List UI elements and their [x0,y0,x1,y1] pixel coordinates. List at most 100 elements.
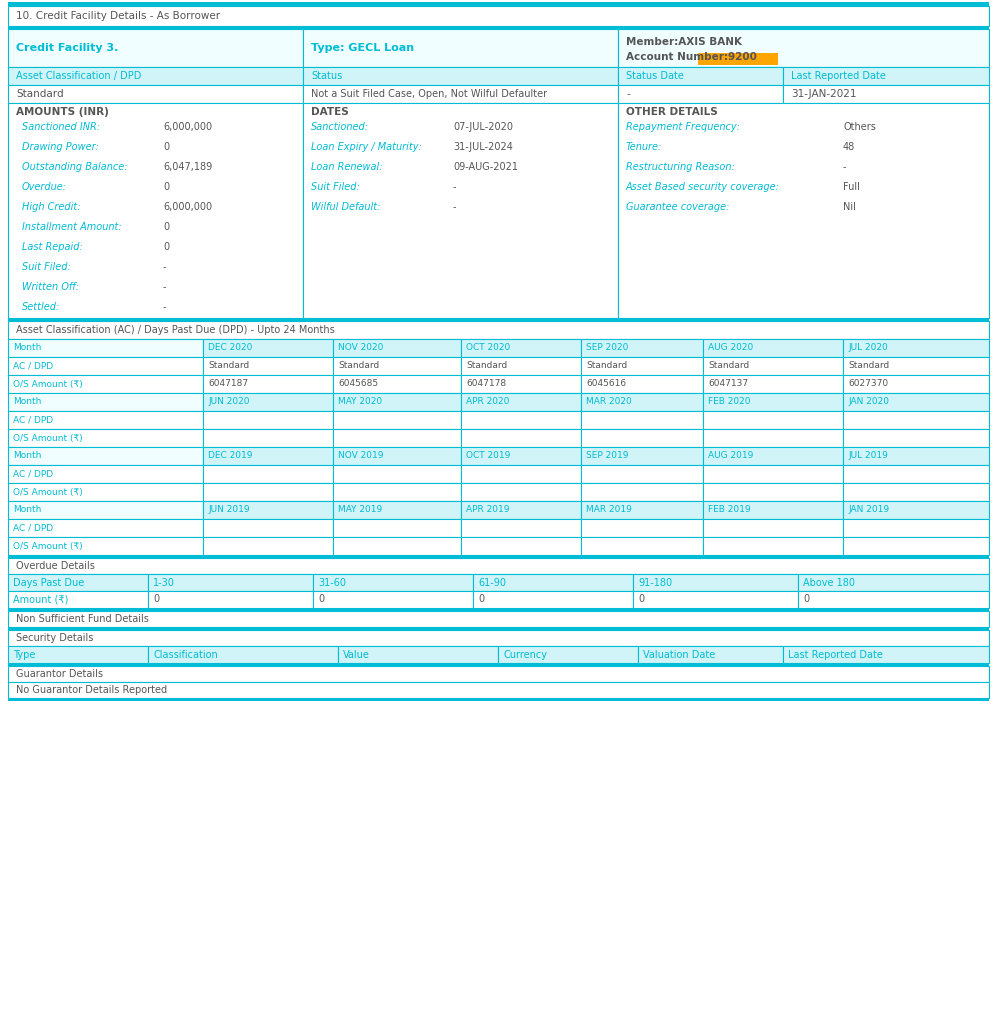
Bar [203,411,333,429]
Bar [8,519,203,537]
Bar [461,339,581,357]
Text: JAN 2019: JAN 2019 [848,506,889,514]
Bar [8,393,203,411]
Text: APR 2020: APR 2020 [466,397,509,407]
Bar [203,393,333,411]
Bar [581,375,703,393]
Text: NOV 2020: NOV 2020 [338,343,384,352]
Bar [581,465,703,483]
Bar [203,339,333,357]
Bar [333,501,461,519]
Bar [8,318,989,321]
Bar [8,321,989,339]
Bar [618,85,783,103]
Bar [633,591,798,608]
Text: MAR 2020: MAR 2020 [586,397,632,407]
Bar [461,465,581,483]
Bar [581,447,703,465]
Text: AC / DPD: AC / DPD [13,416,53,425]
Bar [843,465,989,483]
Text: Tenure:: Tenure: [626,142,662,152]
Text: 0: 0 [803,595,810,604]
Bar [203,375,333,393]
Text: Standard: Standard [338,361,379,371]
Bar [703,357,843,375]
Bar [333,429,461,447]
Bar [461,393,581,411]
Bar [581,501,703,519]
Text: Month: Month [13,343,41,352]
Bar [148,646,338,663]
Bar [698,53,778,65]
Bar [303,103,618,318]
Text: Loan Expiry / Maturity:: Loan Expiry / Maturity: [311,142,422,152]
Bar [461,519,581,537]
Bar [843,357,989,375]
Text: AUG 2019: AUG 2019 [708,452,754,461]
Bar [8,558,989,574]
Text: 07-JUL-2020: 07-JUL-2020 [453,122,513,132]
Bar [8,682,989,698]
Bar [8,67,303,85]
Text: NOV 2019: NOV 2019 [338,452,384,461]
Text: Month: Month [13,397,41,407]
Text: Type: GECL Loan: Type: GECL Loan [311,43,414,53]
Bar [703,465,843,483]
Text: Asset Classification / DPD: Asset Classification / DPD [16,71,142,81]
Bar [8,646,148,663]
Text: Installment Amount:: Installment Amount: [22,222,122,232]
Text: Standard: Standard [208,361,249,371]
Bar [581,411,703,429]
Text: 0: 0 [163,242,169,252]
Text: 6047137: 6047137 [708,380,748,388]
Bar [8,2,989,6]
Bar [581,537,703,555]
Bar [148,591,313,608]
Bar [843,411,989,429]
Text: -: - [163,302,166,312]
Bar [843,375,989,393]
Bar [843,501,989,519]
Text: O/S Amount (₹): O/S Amount (₹) [13,433,83,442]
Text: 1-30: 1-30 [153,578,174,588]
Bar [843,429,989,447]
Bar [8,85,303,103]
Text: -: - [453,182,457,193]
Text: AC / DPD: AC / DPD [13,361,53,371]
Text: Standard: Standard [708,361,750,371]
Bar [8,29,303,67]
Bar [473,591,633,608]
Bar [703,537,843,555]
Bar [581,519,703,537]
Text: AC / DPD: AC / DPD [13,469,53,478]
Text: Asset Classification (AC) / Days Past Due (DPD) - Upto 24 Months: Asset Classification (AC) / Days Past Du… [16,325,335,335]
Text: 31-JUL-2024: 31-JUL-2024 [453,142,512,152]
Text: FEB 2019: FEB 2019 [708,506,751,514]
Bar [303,67,618,85]
Text: 61-90: 61-90 [478,578,506,588]
Text: SEP 2019: SEP 2019 [586,452,628,461]
Bar [8,465,203,483]
Text: Full: Full [843,182,859,193]
Text: Suit Filed:: Suit Filed: [22,262,71,272]
Bar [843,447,989,465]
Text: 6,000,000: 6,000,000 [163,202,212,212]
Text: 0: 0 [163,222,169,232]
Bar [203,429,333,447]
Bar [783,67,989,85]
Text: Account Number:9200: Account Number:9200 [626,52,757,62]
Text: Not a Suit Filed Case, Open, Not Wilful Defaulter: Not a Suit Filed Case, Open, Not Wilful … [311,89,547,99]
Text: JUL 2019: JUL 2019 [848,452,888,461]
Text: Drawing Power:: Drawing Power: [22,142,99,152]
Text: JUL 2020: JUL 2020 [848,343,887,352]
Text: SEP 2020: SEP 2020 [586,343,628,352]
Text: MAY 2020: MAY 2020 [338,397,382,407]
Bar [703,447,843,465]
Bar [473,574,633,591]
Text: 0: 0 [163,182,169,193]
Bar [461,483,581,501]
Bar [703,411,843,429]
Bar [333,375,461,393]
Text: Repayment Frequency:: Repayment Frequency: [626,122,740,132]
Bar [843,483,989,501]
